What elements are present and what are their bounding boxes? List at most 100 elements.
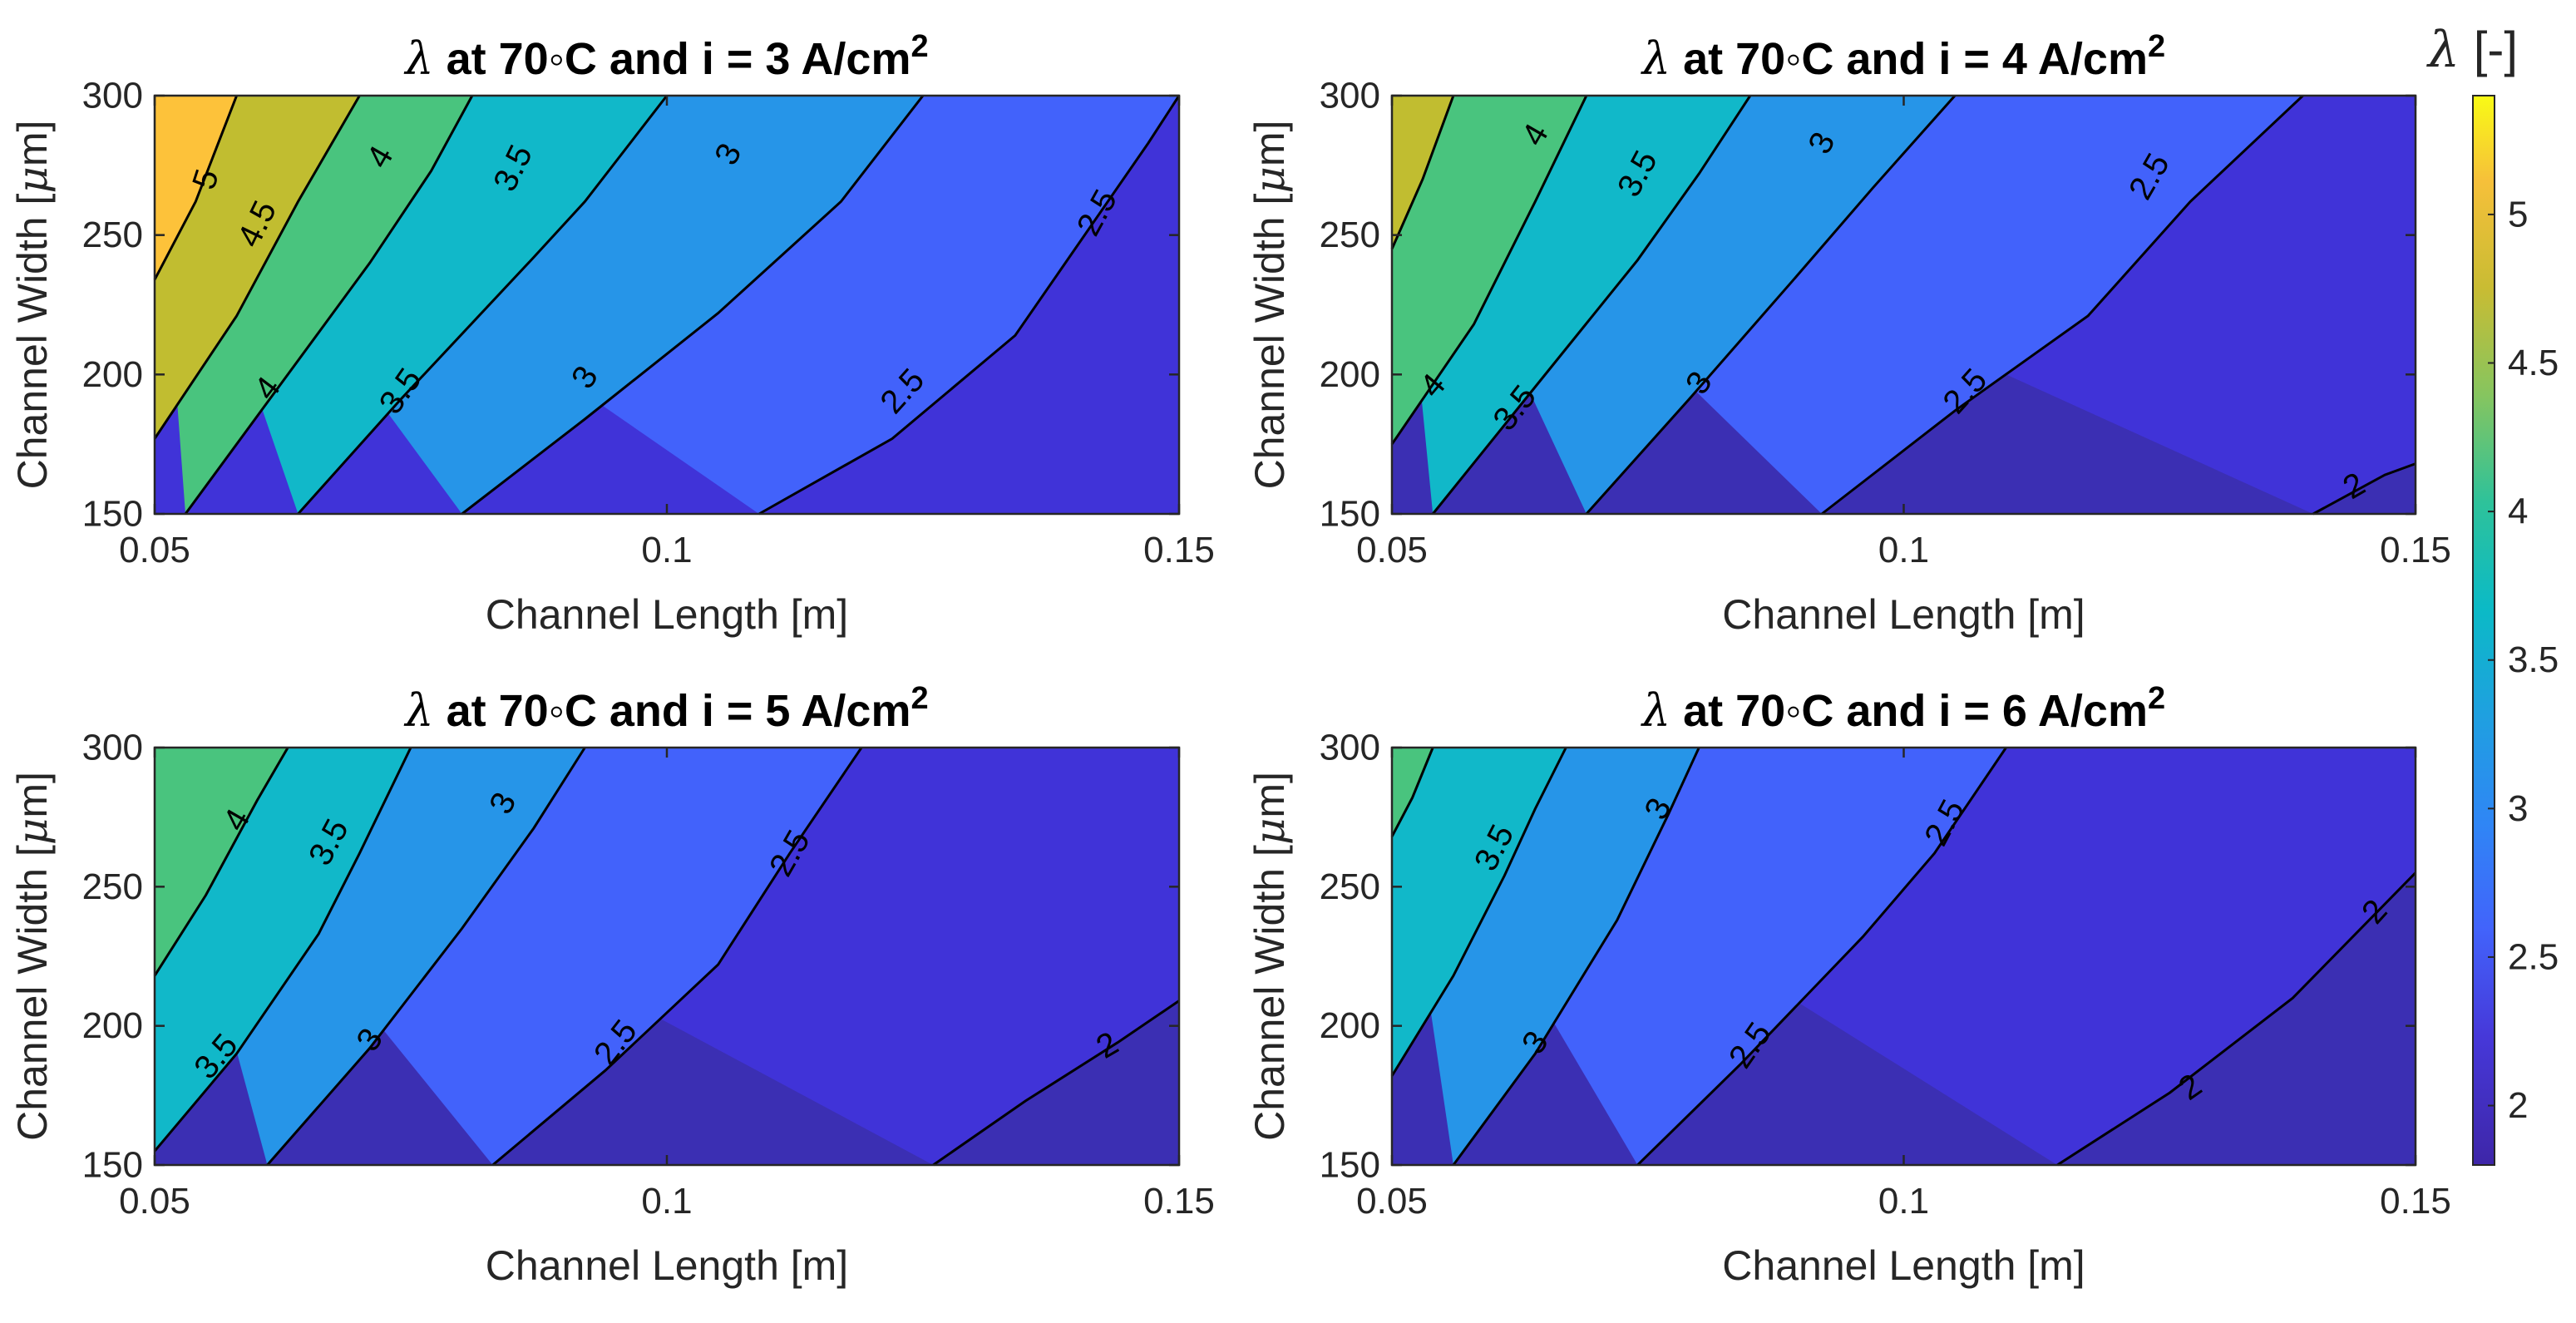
x-axis-label: Channel Length [m] [1722, 1242, 2085, 1289]
y-tick-label: 250 [1320, 866, 1380, 907]
colorbar-tick-label: 2.5 [2508, 936, 2559, 977]
chart-title: λ at 70◦C and i = 3 A/cm2 [403, 29, 928, 85]
y-label-mu: μ [8, 166, 57, 194]
y-tick-label: 200 [82, 1005, 143, 1046]
contour-band-4_5 [1392, 96, 1453, 514]
y-tick-label: 150 [1320, 494, 1380, 535]
x-tick-label: 0.15 [2380, 1181, 2451, 1222]
y-label-end: m] [9, 772, 56, 818]
x-tick-label: 0.1 [641, 530, 692, 570]
contour-band-4 [1392, 748, 1434, 1165]
contour-line-4_5 [153, 95, 361, 440]
contour-line-2_5 [491, 747, 863, 1167]
contour-line-4 [1390, 747, 1434, 837]
x-tick-label: 0.05 [1356, 1181, 1428, 1222]
y-label-mu: μ [1246, 166, 1294, 194]
x-tick-label: 0.1 [1878, 530, 1929, 570]
contour-band-4 [155, 748, 289, 1165]
title-lambda: λ [403, 32, 433, 85]
y-label-main: Channel Width [ [9, 845, 56, 1141]
y-tick-label: 150 [82, 1145, 143, 1186]
y-tick-label: 150 [1320, 1145, 1380, 1186]
contour-line-2 [2056, 871, 2417, 1167]
title-superscript: 2 [2148, 681, 2165, 716]
x-axis-label: Channel Length [m] [1722, 591, 2085, 638]
title-lambda: λ [1641, 32, 1670, 85]
contour-line-3 [1452, 747, 1700, 1166]
colorbar-tick-label: 3.5 [2508, 639, 2559, 680]
chart-title: λ at 70◦C and i = 5 A/cm2 [403, 681, 928, 737]
contour-line-4 [153, 747, 289, 977]
contour-line-3_5 [297, 95, 669, 516]
y-tick-label: 200 [82, 354, 143, 395]
colorbar-tick-label: 3 [2508, 788, 2528, 829]
y-axis-label: Channel Width [μm] [8, 772, 57, 1141]
y-tick-label: 300 [82, 76, 143, 116]
contour-line-3 [1585, 95, 1957, 516]
y-tick-label: 250 [82, 215, 143, 255]
y-axis-label: Channel Width [μm] [1246, 121, 1294, 490]
y-label-main: Channel Width [ [1246, 845, 1293, 1141]
contour-line-2 [2312, 462, 2416, 516]
x-axis-label: Channel Length [m] [486, 591, 848, 638]
contour-band-5 [155, 96, 237, 514]
contour-line-3_5 [1432, 95, 1752, 515]
contour-band-4_5 [155, 96, 360, 514]
y-label-mu: μ [1246, 818, 1294, 846]
x-tick-label: 0.05 [1356, 530, 1428, 570]
x-tick-label: 0.05 [119, 1181, 190, 1222]
title-lambda: λ [403, 684, 433, 737]
y-tick-label: 150 [82, 494, 143, 535]
contour-line-3_5 [1390, 747, 1567, 1077]
y-tick-label: 300 [1320, 728, 1380, 768]
y-axis-label: Channel Width [μm] [1246, 772, 1294, 1141]
contour-line-5 [153, 95, 238, 280]
title-text: at 70◦C and i = 6 A/cm [1670, 686, 2148, 736]
y-label-end: m] [1246, 772, 1293, 818]
y-label-mu: μ [8, 818, 57, 846]
contour-line-2_5 [1821, 94, 2304, 516]
title-superscript: 2 [910, 29, 928, 64]
y-label-end: m] [9, 121, 56, 167]
contour-line-4_5 [1390, 95, 1455, 250]
colorbar-tick-label: 2 [2508, 1085, 2528, 1126]
chart-title: λ at 70◦C and i = 4 A/cm2 [1641, 29, 2165, 85]
colorbar-title: λ [-] [2426, 21, 2518, 79]
colorbar-gradient [2472, 95, 2495, 1166]
y-tick-label: 300 [82, 728, 143, 768]
contour-line-2 [932, 1000, 1180, 1167]
title-text: at 70◦C and i = 5 A/cm [434, 686, 911, 736]
contour-line-2_5 [1636, 747, 2007, 1167]
y-label-main: Channel Width [ [1246, 194, 1293, 490]
contour-line-3 [266, 747, 586, 1166]
contour-band-3_5 [1392, 748, 1567, 1165]
x-tick-label: 0.05 [119, 530, 190, 570]
contour-line-3 [461, 95, 925, 516]
y-tick-label: 250 [82, 866, 143, 907]
colorbar-tick-label: 5 [2508, 194, 2528, 234]
y-axis-label: Channel Width [μm] [8, 121, 57, 490]
y-tick-label: 250 [1320, 215, 1380, 255]
contour-line-4 [184, 95, 474, 515]
title-superscript: 2 [2148, 29, 2165, 64]
colorbar-unit: [-] [2460, 22, 2518, 77]
chart-title: λ at 70◦C and i = 6 A/cm2 [1641, 681, 2165, 737]
colorbar-lambda: λ [2426, 21, 2460, 79]
x-tick-label: 0.1 [641, 1181, 692, 1222]
y-tick-label: 300 [1320, 76, 1380, 116]
y-label-end: m] [1246, 121, 1293, 167]
colorbar: λ [-] 5 4.5 4 3.5 3 2.5 2 [2426, 21, 2559, 1166]
colorbar-tick-label: 4.5 [2508, 343, 2559, 383]
contour-band-4 [1392, 96, 1587, 514]
contour-line-4 [1390, 95, 1588, 446]
colorbar-tick-label: 4 [2508, 491, 2528, 532]
x-tick-label: 0.15 [2380, 530, 2451, 570]
x-tick-label: 0.1 [1878, 1181, 1929, 1222]
title-superscript: 2 [910, 681, 928, 716]
title-text: at 70◦C and i = 4 A/cm [1670, 34, 2148, 84]
